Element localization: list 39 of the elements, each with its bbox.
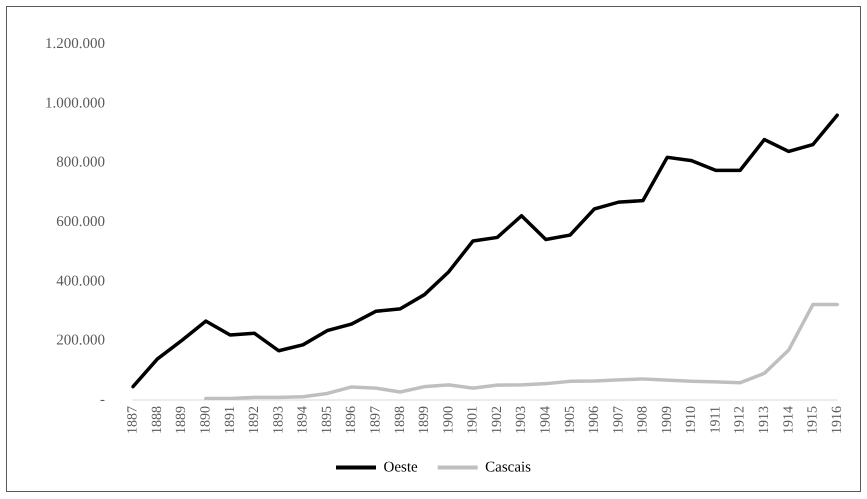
x-tick-label: 1892 [247, 406, 262, 434]
x-tick-label: 1910 [684, 406, 700, 434]
x-tick-label: 1909 [660, 406, 675, 434]
x-tick-label: 1898 [392, 406, 408, 434]
x-tick-label: 1914 [781, 406, 796, 434]
legend-label: Cascais [485, 459, 532, 476]
legend-label: Oeste [384, 459, 418, 476]
x-tick-label: 1889 [174, 406, 190, 434]
x-tick-label: 1905 [562, 406, 578, 434]
x-tick-label: 1888 [150, 406, 165, 434]
x-tick-label: 1915 [806, 406, 821, 434]
x-tick-label: 1891 [222, 406, 238, 434]
y-tick-label: 200.000 [56, 332, 105, 349]
x-tick-label: 1894 [296, 406, 311, 434]
x-tick-label: 1908 [636, 406, 651, 434]
x-tick-label: 1899 [417, 406, 432, 434]
x-tick-label: 1911 [708, 406, 724, 434]
x-tick-label: 1896 [344, 406, 360, 434]
x-tick-label: 1890 [198, 406, 214, 434]
x-tick-label: 1901 [466, 406, 481, 434]
x-tick-label: 1903 [514, 406, 530, 434]
x-tick-label: 1902 [490, 406, 505, 434]
x-tick-label: 1897 [368, 406, 384, 434]
x-tick-label: 1904 [538, 406, 554, 434]
x-tick-label: 1916 [830, 406, 845, 434]
y-tick-label: 1.200.000 [45, 36, 105, 52]
x-tick-label: 1906 [587, 406, 602, 434]
x-tick-label: 1913 [757, 406, 772, 434]
y-tick-label: 800.000 [56, 154, 105, 171]
x-tick-label: 1895 [320, 406, 335, 434]
y-tick-label: 400.000 [56, 273, 105, 290]
x-tick-label: 1900 [441, 406, 456, 434]
x-tick-label: 1887 [126, 406, 141, 434]
x-tick-label: 1912 [732, 406, 748, 434]
y-tick-label: 1.000.000 [45, 95, 105, 112]
y-tick-label: - [100, 392, 105, 408]
y-tick-label: 600.000 [56, 214, 105, 230]
x-tick-label: 1893 [271, 406, 286, 434]
x-tick-label: 1907 [611, 406, 626, 434]
